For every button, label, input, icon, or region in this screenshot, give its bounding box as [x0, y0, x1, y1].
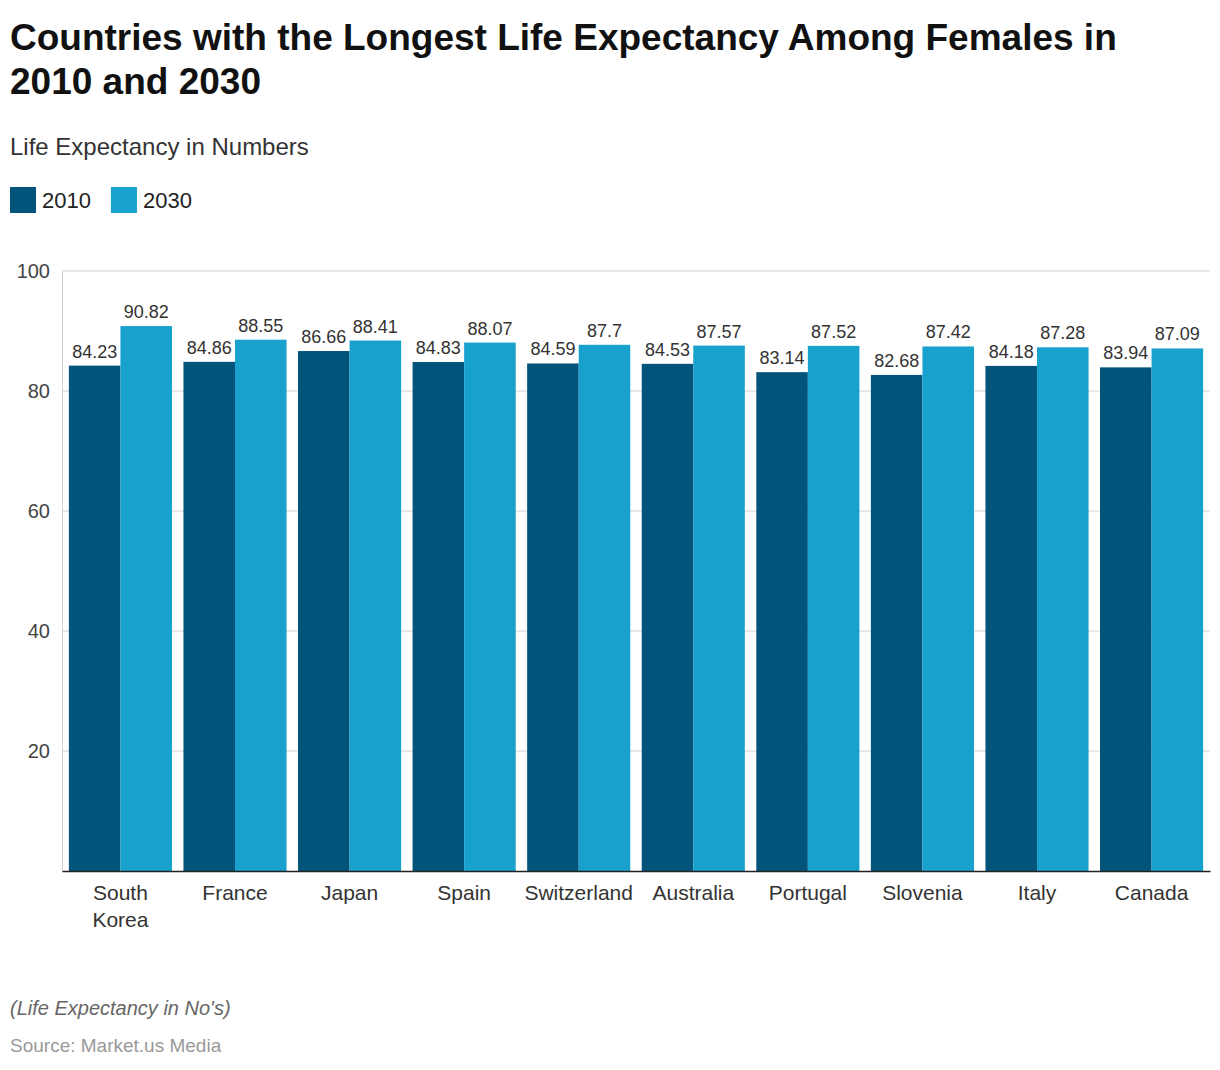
x-tick: Switzerland — [524, 871, 633, 904]
data-label: 83.14 — [760, 348, 805, 368]
data-label: 82.68 — [874, 351, 919, 371]
bar — [579, 345, 631, 871]
legend-label: 2030 — [143, 188, 192, 213]
data-label: 88.07 — [467, 319, 512, 339]
x-tick-label: Japan — [321, 881, 378, 904]
y-tick: 40 — [28, 620, 62, 642]
bar — [120, 326, 172, 871]
subtitle: Life Expectancy in Numbers — [10, 133, 309, 160]
bar — [464, 343, 516, 871]
bar — [1152, 348, 1204, 871]
bar — [235, 340, 287, 871]
data-label: 86.66 — [301, 327, 346, 347]
data-label: 88.41 — [353, 317, 398, 337]
bar — [183, 362, 235, 871]
x-tick-label: Canada — [1115, 881, 1189, 904]
data-label: 87.57 — [697, 322, 742, 342]
x-tick: Australia — [652, 871, 734, 904]
x-tick: Slovenia — [882, 871, 963, 904]
x-tick-label: Portugal — [769, 881, 847, 904]
bar — [527, 363, 579, 871]
data-label: 84.18 — [989, 342, 1034, 362]
data-label: 87.42 — [926, 322, 971, 342]
grid-line — [62, 271, 1210, 272]
y-tick: 60 — [28, 500, 62, 522]
legend-swatch — [111, 187, 137, 213]
bar — [1100, 367, 1152, 871]
data-label: 87.52 — [811, 322, 856, 342]
bar — [69, 366, 121, 871]
bar — [298, 351, 350, 871]
legend: 2010 2030 — [10, 187, 192, 213]
data-label: 84.23 — [72, 342, 117, 362]
x-tick: Spain — [437, 871, 491, 904]
x-tick: Portugal — [769, 871, 847, 904]
data-label: 87.7 — [587, 321, 622, 341]
y-axis: 20 40 60 80 100 — [17, 260, 63, 872]
bar — [871, 375, 923, 871]
y-tick: 80 — [28, 380, 62, 402]
bars — [69, 326, 1203, 871]
bar — [642, 364, 694, 871]
data-labels: 84.23 84.86 86.66 84.83 84.59 84.53 83.14 82.68… — [72, 302, 1200, 371]
x-tick: Japan — [321, 871, 378, 904]
x-tick-label: Switzerland — [524, 881, 633, 904]
bar — [922, 346, 974, 871]
data-label: 83.94 — [1103, 343, 1148, 363]
data-label: 84.53 — [645, 340, 690, 360]
x-tick-label: Australia — [652, 881, 734, 904]
legend-swatch — [10, 187, 36, 213]
x-tick: Italy — [1018, 871, 1057, 904]
y-tick-label: 80 — [28, 380, 50, 402]
y-tick-label: 100 — [17, 260, 50, 282]
x-tick: France — [202, 871, 267, 904]
data-label: 84.83 — [416, 338, 461, 358]
data-label: 88.55 — [238, 316, 283, 336]
data-label: 90.82 — [124, 302, 169, 322]
data-label: 87.09 — [1155, 324, 1200, 344]
y-tick: 100 — [17, 260, 62, 282]
y-tick-label: 60 — [28, 500, 50, 522]
x-tick-label: Italy — [1018, 881, 1057, 904]
bar — [693, 346, 745, 871]
source: Source: Market.us Media — [10, 1035, 222, 1056]
footnote: (Life Expectancy in No's) — [10, 997, 231, 1019]
y-tick: 20 — [28, 740, 62, 762]
data-label: 87.28 — [1040, 323, 1085, 343]
x-tick-label: Slovenia — [882, 881, 963, 904]
x-tick-label: France — [202, 881, 267, 904]
y-tick-label: 20 — [28, 740, 50, 762]
bar — [350, 341, 402, 871]
data-label: 84.59 — [530, 339, 575, 359]
x-tick: SouthKorea — [92, 871, 148, 931]
title: Countries with the Longest Life Expectan… — [10, 17, 1117, 102]
bar — [808, 346, 860, 871]
bar — [756, 372, 808, 871]
legend-label: 2010 — [42, 188, 91, 213]
x-axis-line — [63, 871, 1211, 873]
bar — [985, 366, 1037, 871]
chart: Countries with the Longest Life Expectan… — [0, 0, 1220, 1070]
x-tick: Canada — [1115, 871, 1189, 904]
bar — [1037, 347, 1089, 871]
x-tick-label: Spain — [437, 881, 491, 904]
data-label: 84.86 — [187, 338, 232, 358]
bar — [413, 362, 465, 871]
y-axis-line — [62, 272, 63, 872]
y-tick-label: 40 — [28, 620, 50, 642]
x-tick-label: SouthKorea — [92, 881, 148, 931]
x-axis: SouthKorea France Japan Spain Switzerland Aus… — [63, 871, 1211, 931]
